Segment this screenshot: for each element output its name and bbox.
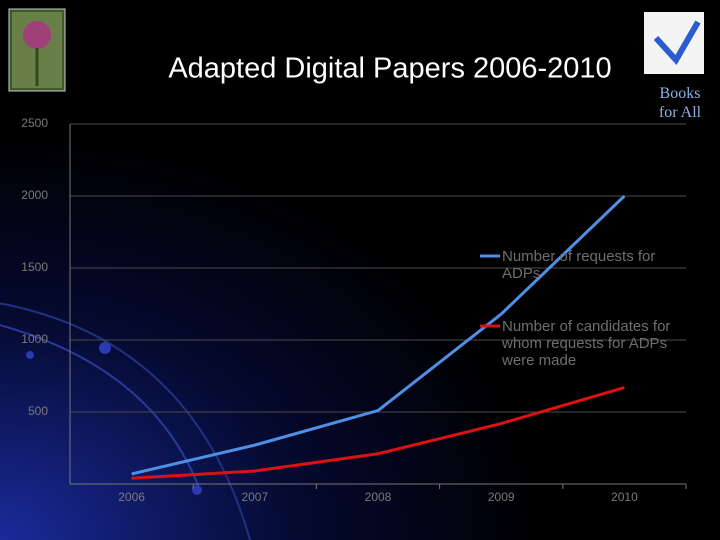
decor-dot	[99, 342, 111, 354]
x-tick-label: 2010	[611, 490, 638, 504]
y-tick-label: 500	[28, 404, 48, 418]
y-tick-label: 2000	[21, 188, 48, 202]
right-logo	[644, 12, 704, 74]
y-tick-label: 2500	[21, 116, 48, 130]
decor-dot	[26, 351, 34, 359]
brand-text: Books	[659, 85, 701, 102]
left-logo	[8, 8, 66, 92]
x-tick-label: 2006	[118, 490, 145, 504]
legend-label: Number of requests for ADPs	[502, 248, 656, 282]
x-tick-label: 2008	[365, 490, 392, 504]
x-tick-label: 2009	[488, 490, 515, 504]
decor-arc	[0, 324, 201, 491]
decor-dot	[192, 485, 202, 495]
series-line	[131, 386, 625, 480]
y-tick-label: 1500	[21, 260, 48, 274]
y-tick-label: 1000	[21, 332, 48, 346]
x-tick-label: 2007	[241, 490, 268, 504]
legend-label: Number of candidates for whom requests f…	[502, 318, 671, 369]
decor-arc	[0, 302, 251, 540]
chart-title: Adapted Digital Papers 2006-2010	[168, 53, 611, 85]
series-line	[131, 194, 626, 476]
brand-text: for All	[658, 104, 702, 121]
